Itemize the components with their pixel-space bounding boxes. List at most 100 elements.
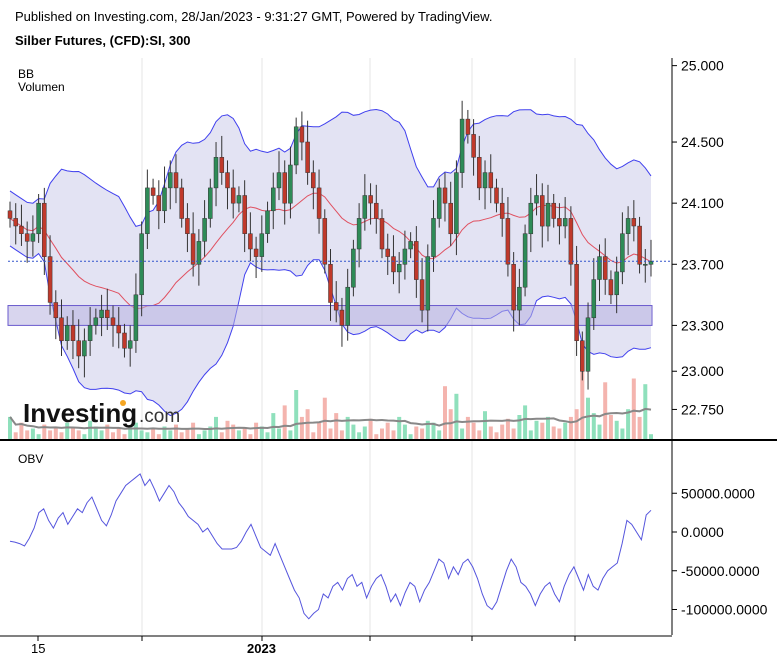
candle-body xyxy=(110,317,116,326)
volume-bar xyxy=(208,426,213,440)
candlesticks xyxy=(7,100,672,390)
volume-bar xyxy=(93,426,98,440)
candle-body xyxy=(208,187,213,219)
candle-body xyxy=(299,126,305,143)
candle-body xyxy=(551,202,556,219)
candle-body xyxy=(242,195,247,234)
volume-bar xyxy=(568,416,573,440)
price-tick-label: 22.750 xyxy=(681,401,724,417)
price-tick-label: 24.100 xyxy=(681,195,724,211)
volume-bar xyxy=(156,434,161,440)
volume-bar xyxy=(116,428,121,440)
candle-body xyxy=(219,157,225,173)
volume-bar xyxy=(448,409,453,440)
volume-bar xyxy=(477,430,482,440)
candle-body xyxy=(305,141,310,173)
candle-body xyxy=(276,172,282,189)
obv-tick-label: -100000.0000 xyxy=(681,602,768,618)
candle-body xyxy=(236,195,242,204)
volume-bar xyxy=(425,420,430,440)
volume-bar xyxy=(282,405,287,440)
candle-body xyxy=(477,157,482,189)
volume-bar xyxy=(174,424,178,440)
volume-bar xyxy=(483,411,487,440)
price-tick-label: 25.000 xyxy=(681,58,724,74)
candle-body xyxy=(431,218,436,257)
volume-bar xyxy=(288,430,293,440)
candle-body xyxy=(173,172,179,189)
volume-bar xyxy=(254,422,259,440)
volume-bar xyxy=(322,397,327,440)
logo-suffix: .com xyxy=(139,406,180,427)
volume-bar xyxy=(528,430,533,440)
candle-body xyxy=(105,309,110,318)
candle-body xyxy=(465,118,471,135)
candle-body xyxy=(511,264,516,311)
volume-bar xyxy=(591,413,596,440)
volume-bar xyxy=(334,413,339,440)
candle-body xyxy=(602,256,608,280)
price-tick-label: 23.300 xyxy=(681,317,724,333)
volume-bars xyxy=(8,343,653,440)
volume-bar xyxy=(219,432,224,440)
candle-body xyxy=(122,332,127,349)
candle-body xyxy=(99,309,104,318)
volume-bar xyxy=(574,409,579,440)
candle-body xyxy=(196,241,202,265)
volume-bar xyxy=(402,424,407,440)
volume-bar xyxy=(420,428,425,440)
candle-body xyxy=(311,172,316,189)
volume-bar xyxy=(25,430,30,440)
candle-body xyxy=(345,286,350,326)
candle-body xyxy=(156,195,162,212)
obv-series-line xyxy=(9,473,652,620)
logo-dot-icon xyxy=(120,400,126,406)
time-tick-label: 2023 xyxy=(247,641,276,656)
volume-bar xyxy=(13,432,18,440)
candle-body xyxy=(545,202,551,227)
candle-body xyxy=(540,195,545,227)
volume-bar xyxy=(374,434,379,440)
volume-bar xyxy=(59,432,64,440)
volume-bar xyxy=(128,426,133,440)
volume-bar xyxy=(620,428,625,440)
candle-body xyxy=(648,260,654,265)
volume-ma-line xyxy=(9,407,652,430)
candle-body xyxy=(259,233,265,257)
volume-bar xyxy=(248,434,253,440)
volume-label: Volumen xyxy=(18,80,65,94)
volume-bar xyxy=(471,422,476,440)
candle-body xyxy=(179,187,184,219)
candle-body xyxy=(76,340,81,357)
volume-bar xyxy=(443,386,447,440)
volume-bar xyxy=(231,424,236,440)
volume-bar xyxy=(540,422,545,440)
volume-bar xyxy=(534,420,539,440)
time-tick-label: 15 xyxy=(31,641,45,656)
candle-body xyxy=(454,172,459,234)
volume-bar xyxy=(299,416,304,440)
volume-bar xyxy=(351,424,356,440)
volume-bar xyxy=(139,430,144,440)
obv-tick-label: 0.0000 xyxy=(681,524,724,540)
price-tick-label: 23.700 xyxy=(681,256,724,272)
volume-bar xyxy=(523,405,528,440)
volume-bar xyxy=(437,430,442,440)
volume-bar xyxy=(637,416,642,440)
volume-bar xyxy=(385,422,390,440)
volume-bar xyxy=(580,343,585,440)
candle-body xyxy=(534,195,539,204)
candle-body xyxy=(585,317,591,372)
volume-bar xyxy=(36,434,41,440)
volume-bar xyxy=(460,428,465,440)
volume-bar xyxy=(311,432,316,440)
volume-bar xyxy=(517,415,522,440)
candle-body xyxy=(562,218,568,227)
volume-bar xyxy=(162,426,167,440)
candle-body xyxy=(408,241,413,250)
volume-bar xyxy=(431,422,436,440)
volume-bar xyxy=(168,430,173,440)
candle-body xyxy=(145,187,150,234)
candle-body xyxy=(499,202,505,219)
